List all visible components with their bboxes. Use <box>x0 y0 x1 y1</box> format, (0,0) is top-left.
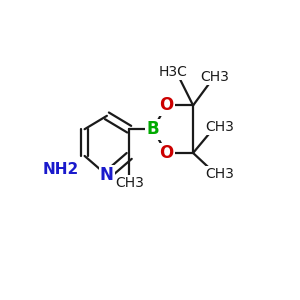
Text: O: O <box>159 144 173 162</box>
Text: CH3: CH3 <box>200 70 229 84</box>
Text: H3C: H3C <box>158 65 187 79</box>
Text: NH2: NH2 <box>43 162 79 177</box>
Text: O: O <box>159 96 173 114</box>
Text: N: N <box>100 166 114 184</box>
Text: CH3: CH3 <box>206 167 234 181</box>
Text: CH3: CH3 <box>115 176 144 190</box>
Text: CH3: CH3 <box>206 120 234 134</box>
Text: B: B <box>147 120 159 138</box>
